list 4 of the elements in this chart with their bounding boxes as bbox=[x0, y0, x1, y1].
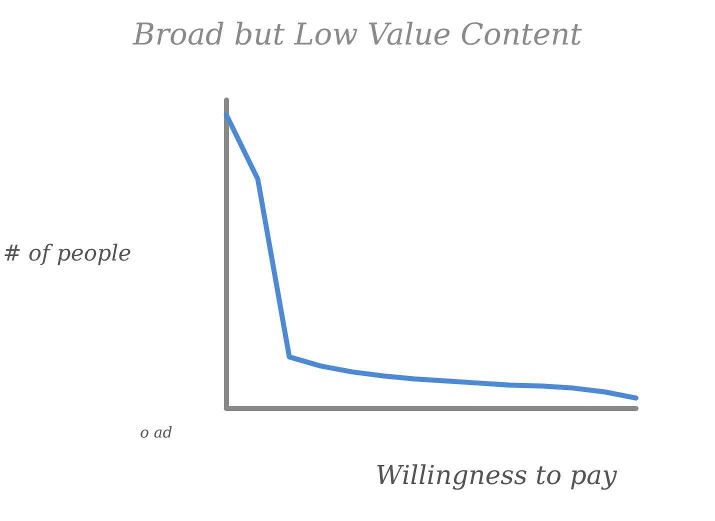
y-axis-title: # of people bbox=[2, 242, 132, 266]
chart-title: Broad but Low Value Content bbox=[132, 18, 583, 52]
text: o ad bbox=[140, 424, 172, 442]
x-axis-title: Willingness to pay bbox=[376, 461, 618, 491]
